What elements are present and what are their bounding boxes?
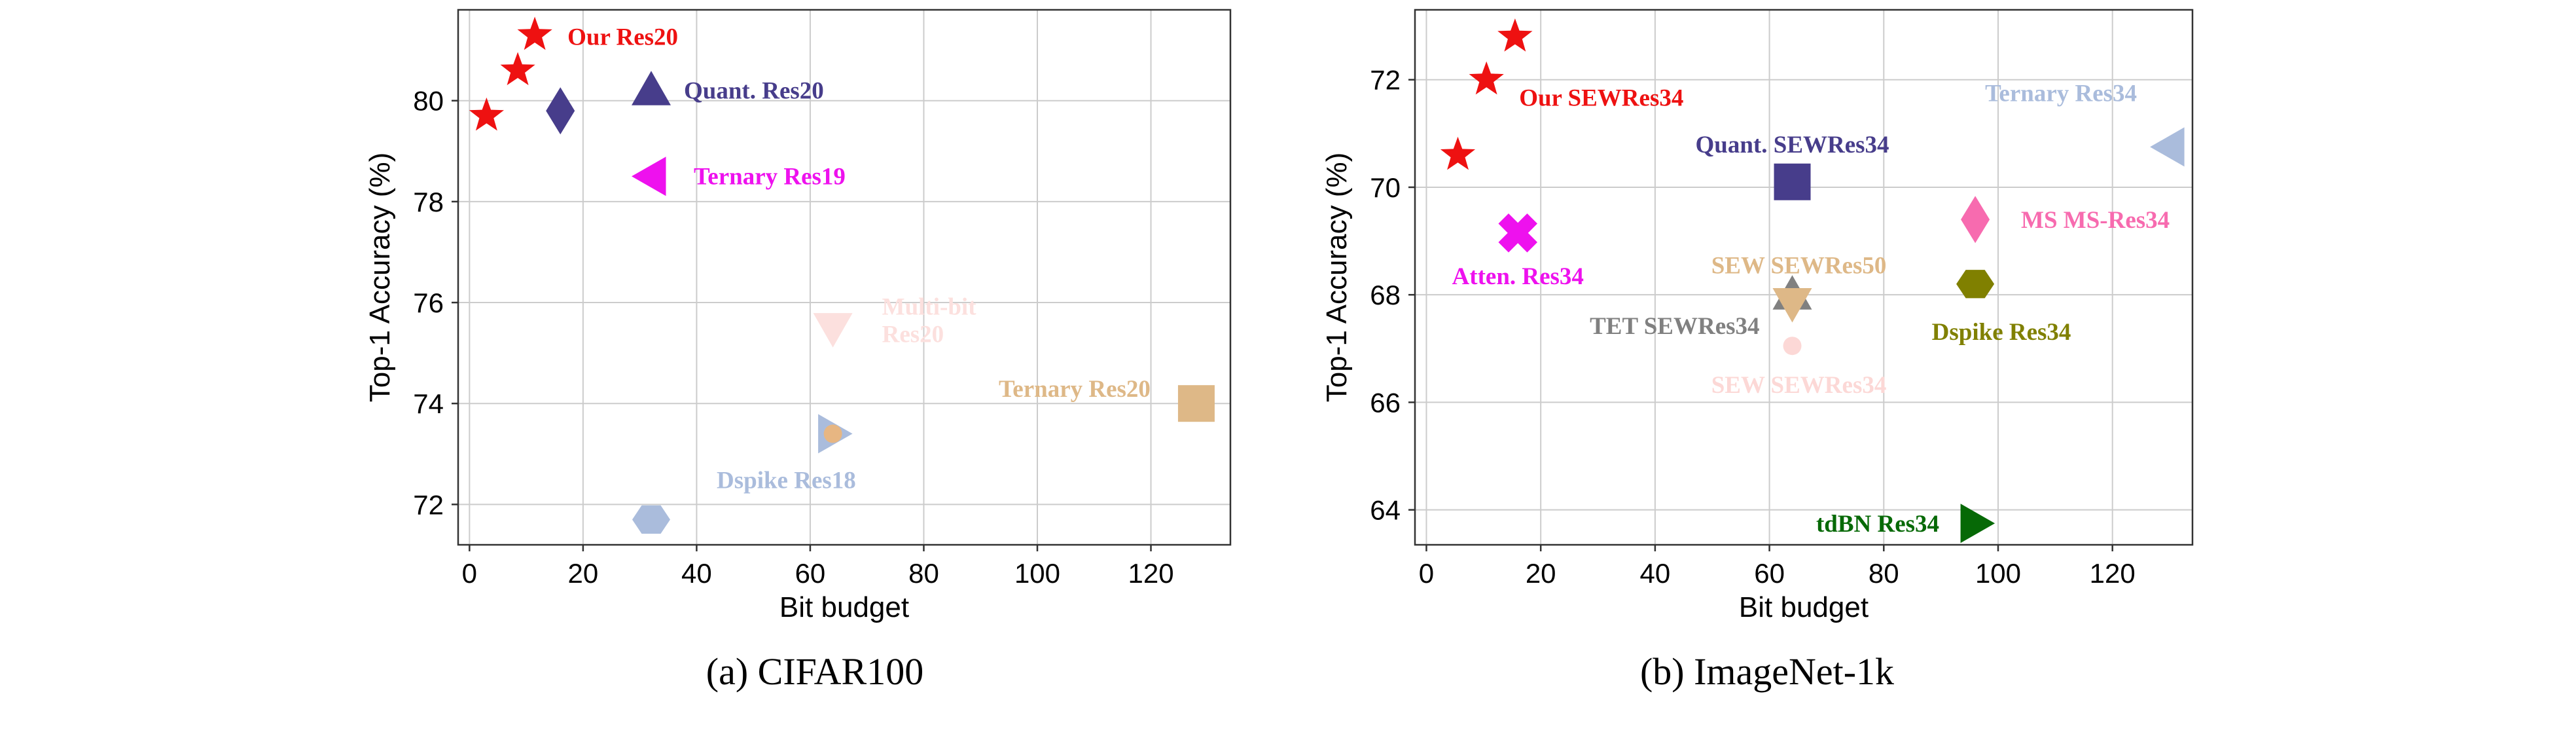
- panel-imagenet: 0 20 40 60 80 100 120 64 66 68 70 72 Bit budget Top-1…: [1321, 9, 2194, 693]
- point-label: Quant. Res20: [684, 77, 824, 104]
- point-label: Atten. Res34: [1452, 263, 1584, 290]
- point-label: Ternary Res34: [1985, 80, 2137, 107]
- data-point: [1440, 136, 1476, 170]
- data-point: [632, 505, 670, 534]
- point-label-line: Res20: [882, 322, 944, 348]
- data-point: [1497, 18, 1533, 52]
- x-axis-label: Bit budget: [1739, 591, 1869, 623]
- point-label: tdBN Res34: [1816, 511, 1939, 538]
- point-label: TET SEWRes34: [1590, 313, 1759, 340]
- point-label: MS MS-Res34: [2021, 207, 2170, 234]
- data-point: [469, 97, 504, 131]
- y-tick-label: 66: [1370, 387, 1401, 418]
- data-point: [2150, 127, 2185, 167]
- point-label: Ternary Res19: [694, 163, 846, 190]
- y-tick-label: 74: [413, 388, 444, 419]
- y-tick-label: 68: [1370, 280, 1401, 310]
- x-tick-label: 20: [1526, 558, 1556, 589]
- x-tick-label: 40: [1640, 558, 1671, 589]
- data-point: [1774, 163, 1811, 200]
- data-point: [1956, 270, 1995, 299]
- data-point: [632, 71, 671, 105]
- data-point: [1772, 288, 1812, 323]
- data-point: [823, 424, 842, 443]
- x-tick-label: 60: [795, 558, 826, 589]
- y-tick-label: 80: [413, 86, 444, 117]
- plot-frame: [457, 9, 1232, 546]
- point-label: SEW SEWRes50: [1711, 253, 1887, 280]
- y-tick-label: 78: [413, 187, 444, 217]
- y-axis-label: Top-1 Accuracy (%): [364, 153, 396, 402]
- data-point: [546, 87, 575, 135]
- data-point: [632, 156, 666, 196]
- y-tick-label: 70: [1370, 172, 1401, 203]
- point-label-line: Multi-bit: [882, 294, 977, 321]
- data-point: [1469, 61, 1504, 95]
- point-label: Multi-bit Res20: [882, 294, 977, 348]
- data-point: [500, 52, 535, 86]
- point-label: Our SEWRes34: [1519, 85, 1683, 112]
- x-tick-label: 100: [1014, 558, 1060, 589]
- x-tick-label: 100: [1975, 558, 2021, 589]
- point-label: Our Res20: [567, 24, 678, 51]
- point-label: SEW SEWRes34: [1711, 372, 1887, 399]
- x-tick-label: 0: [1419, 558, 1434, 589]
- x-tick-label: 80: [1869, 558, 1899, 589]
- panel-caption: (b) ImageNet-1k: [1640, 650, 1894, 693]
- x-tick-label: 60: [1754, 558, 1785, 589]
- x-tick-label: 40: [681, 558, 712, 589]
- panel-caption: (a) CIFAR100: [706, 650, 923, 693]
- x-tick-label: 120: [2090, 558, 2136, 589]
- point-label: Dspike Res34: [1932, 319, 2071, 346]
- x-axis-label: Bit budget: [779, 591, 909, 623]
- data-point: [813, 313, 853, 348]
- point-label: Dspike Res18: [717, 467, 856, 494]
- y-tick-label: 64: [1370, 495, 1401, 526]
- data-point: [1961, 196, 1990, 244]
- data-point: [1960, 504, 1995, 543]
- plot-frame: [1414, 9, 2194, 546]
- data-point: [1498, 213, 1538, 253]
- data-point: [1177, 385, 1215, 422]
- data-point: [517, 16, 552, 50]
- x-tick-label: 120: [1128, 558, 1173, 589]
- point-label: Ternary Res20: [999, 376, 1151, 403]
- y-axis-label: Top-1 Accuracy (%): [1321, 153, 1353, 402]
- y-tick-label: 72: [413, 489, 444, 520]
- y-tick-label: 76: [413, 287, 444, 318]
- x-tick-label: 80: [908, 558, 939, 589]
- y-tick-label: 72: [1370, 65, 1401, 96]
- x-tick-label: 0: [462, 558, 477, 589]
- data-point: [1783, 337, 1802, 356]
- point-label: Quant. SEWRes34: [1695, 132, 1889, 158]
- x-tick-label: 20: [568, 558, 599, 589]
